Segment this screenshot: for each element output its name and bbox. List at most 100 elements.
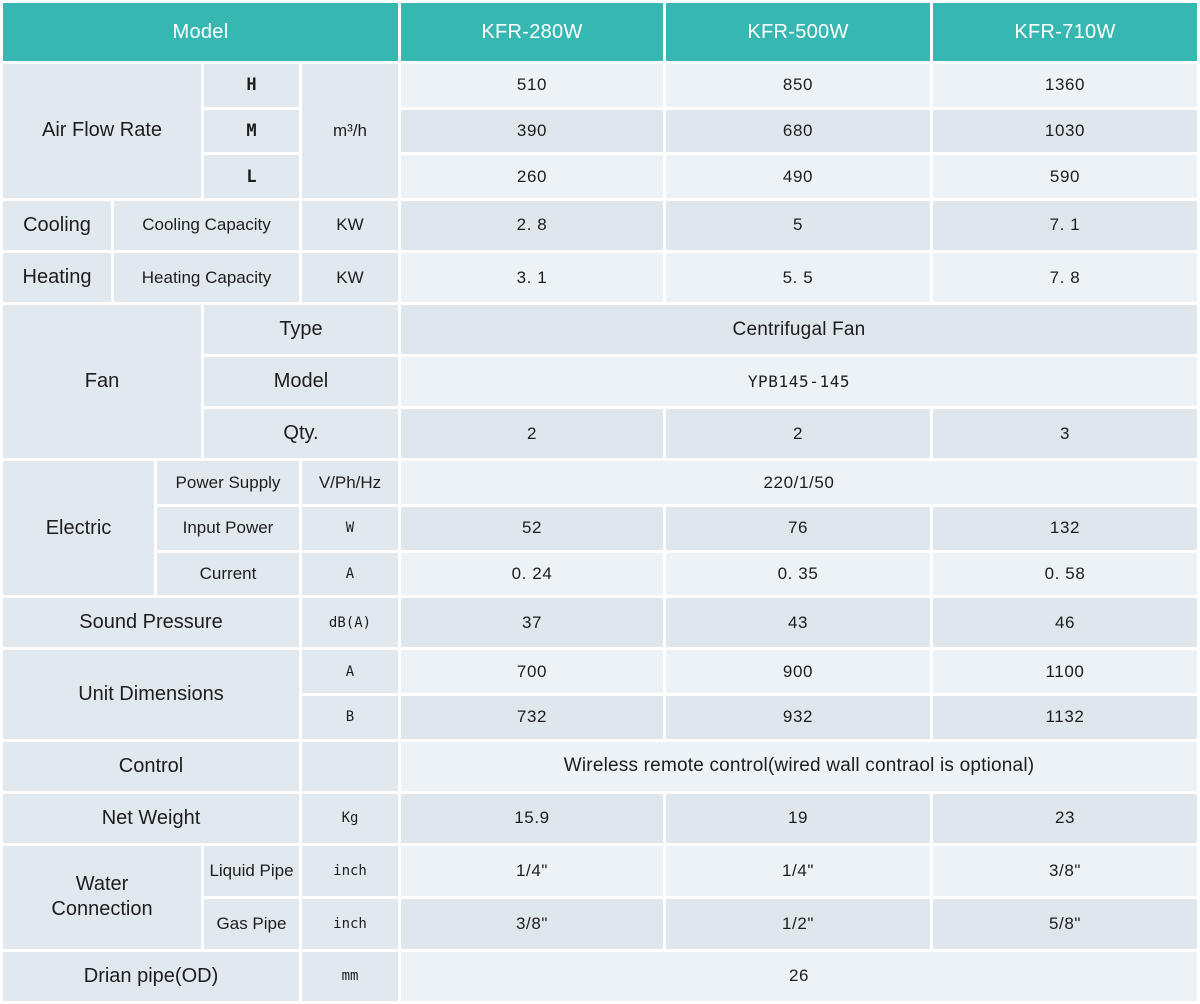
value-cell: 732 [401,695,663,739]
value-cell: 0. 58 [933,552,1197,596]
air-flow-unit: m³/h [302,64,398,198]
speed-l-label: L [204,155,299,198]
net-weight-label: Net Weight [3,793,299,843]
value-cell: 76 [666,506,930,550]
heating-label: Heating [3,253,111,303]
control-value: Wireless remote control(wired wall contr… [401,741,1197,791]
sound-pressure-row: Sound Pressure dB(A) 37 43 46 [3,598,1197,648]
control-row: Control Wireless remote control(wired wa… [3,741,1197,791]
drain-pipe-label: Drian pipe(OD) [3,951,299,1001]
value-cell: 5/8" [933,898,1197,949]
sound-pressure-label: Sound Pressure [3,598,299,648]
value-cell: 46 [933,598,1197,648]
value-cell: 0. 35 [666,552,930,596]
value-cell: 1360 [933,64,1197,107]
value-cell: 0. 24 [401,552,663,596]
value-cell: 7. 1 [933,200,1197,251]
gas-pipe-label: Gas Pipe [204,898,299,949]
gas-pipe-row: Gas Pipe inch 3/8" 1/2" 5/8" [3,898,1197,949]
value-cell: 23 [933,793,1197,843]
value-cell: 1/4" [666,845,930,896]
value-cell: 590 [933,155,1197,198]
power-supply-value: 220/1/50 [401,461,1197,504]
current-unit: A [302,552,398,596]
value-cell: 3. 1 [401,253,663,303]
value-cell: 3/8" [401,898,663,949]
fan-type-value: Centrifugal Fan [401,305,1197,355]
heating-unit: KW [302,253,398,303]
value-cell: 490 [666,155,930,198]
cooling-unit: KW [302,200,398,251]
sound-pressure-unit: dB(A) [302,598,398,648]
value-cell: 43 [666,598,930,648]
dimension-a-label: A [302,650,398,693]
value-cell: 7. 8 [933,253,1197,303]
power-supply-unit: V/Ph/Hz [302,461,398,504]
power-supply-label: Power Supply [157,461,299,504]
current-label: Current [157,552,299,596]
unit-dimensions-label: Unit Dimensions [3,650,299,739]
value-cell: 1/2" [666,898,930,949]
fan-qty-label: Qty. [204,409,398,459]
air-flow-row-h: Air Flow Rate H m³/h 510 850 1360 [3,64,1197,198]
dimension-b-label: B [302,695,398,739]
input-power-row: Input Power W 52 76 132 [3,506,1197,550]
fan-model-row: Model YPB145-145 [3,357,1197,407]
fan-model-value: YPB145-145 [401,357,1197,407]
drain-pipe-value: 26 [401,951,1197,1001]
cooling-row: Cooling Cooling Capacity KW 2. 8 5 7. 1 [3,200,1197,251]
air-flow-row-l: L 260 490 590 [3,155,1197,198]
drain-pipe-row: Drian pipe(OD) mm 26 [3,951,1197,1001]
air-flow-row-m: M 390 680 1030 [3,109,1197,153]
air-flow-label: Air Flow Rate [3,64,201,198]
speed-m-label: M [204,109,299,153]
header-row: Model KFR-280W KFR-500W KFR-710W [3,3,1197,61]
value-cell: 510 [401,64,663,107]
fan-model-label: Model [204,357,398,407]
dimension-b-row: B 732 932 1132 [3,695,1197,739]
value-cell: 1100 [933,650,1197,693]
gas-pipe-unit: inch [302,898,398,949]
value-cell: 680 [666,109,930,153]
liquid-pipe-label: Liquid Pipe [204,845,299,896]
speed-h-label: H [204,64,299,107]
model-header: Model [3,3,398,61]
value-cell: 1030 [933,109,1197,153]
heating-row: Heating Heating Capacity KW 3. 1 5. 5 7.… [3,253,1197,303]
value-cell: 15.9 [401,793,663,843]
value-cell: 5 [666,200,930,251]
control-label: Control [3,741,299,791]
control-unit-empty [302,741,398,791]
cooling-label: Cooling [3,200,111,251]
value-cell: 390 [401,109,663,153]
value-cell: 1/4" [401,845,663,896]
current-row: Current A 0. 24 0. 35 0. 58 [3,552,1197,596]
column-header-kfr-500w: KFR-500W [666,3,930,61]
input-power-label: Input Power [157,506,299,550]
value-cell: 2. 8 [401,200,663,251]
value-cell: 900 [666,650,930,693]
value-cell: 260 [401,155,663,198]
liquid-pipe-unit: inch [302,845,398,896]
net-weight-row: Net Weight Kg 15.9 19 23 [3,793,1197,843]
drain-pipe-unit: mm [302,951,398,1001]
value-cell: 1132 [933,695,1197,739]
fan-type-row: Fan Type Centrifugal Fan [3,305,1197,459]
dimension-a-row: Unit Dimensions A 700 900 1100 [3,650,1197,739]
value-cell: 3/8" [933,845,1197,896]
heating-capacity-label: Heating Capacity [114,253,299,303]
fan-type-label: Type [204,305,398,355]
fan-qty-row: Qty. 2 2 3 [3,409,1197,459]
value-cell: 700 [401,650,663,693]
cooling-capacity-label: Cooling Capacity [114,200,299,251]
value-cell: 2 [401,409,663,459]
net-weight-unit: Kg [302,793,398,843]
power-supply-row: Electric Power Supply V/Ph/Hz 220/1/50 [3,461,1197,596]
value-cell: 19 [666,793,930,843]
water-connection-label: Water Connection [3,845,201,949]
value-cell: 5. 5 [666,253,930,303]
liquid-pipe-row: Water Connection Liquid Pipe inch 1/4" 1… [3,845,1197,949]
value-cell: 850 [666,64,930,107]
value-cell: 2 [666,409,930,459]
